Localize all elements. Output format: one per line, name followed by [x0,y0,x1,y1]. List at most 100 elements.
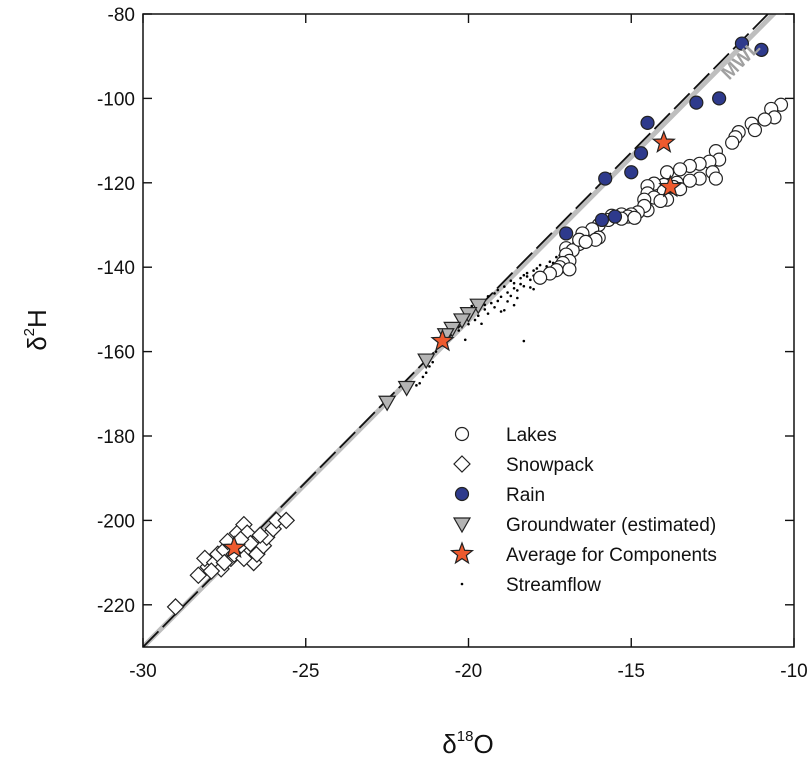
point-groundwater-estimated [378,395,397,412]
x-tick-label: -15 [618,661,645,682]
point-streamflow [509,294,513,298]
point-snowpack [189,566,208,585]
point-lakes [627,210,642,225]
point-streamflow [486,312,490,315]
point-groundwater-estimated [397,380,416,397]
legend: Lakes Snowpack Rain Groundwater (estimated)… [449,425,717,596]
point-streamflow [463,338,467,342]
point-streamflow [512,287,516,290]
point-streamflow [493,292,496,295]
point-average-for-components [222,535,247,559]
point-streamflow [470,304,474,308]
y-tick-label: -160 [97,343,135,364]
point-rain [594,212,610,228]
point-streamflow [538,263,542,267]
x-tick-label: -30 [129,661,156,682]
point-streamflow [522,284,526,288]
point-lakes [708,171,723,186]
legend-marker-groundwater-estimated [452,517,472,534]
point-streamflow [535,267,539,270]
point-lakes [562,262,577,277]
point-streamflow [486,295,490,298]
point-streamflow [529,278,532,282]
point-streamflow [415,384,418,387]
series-average-for-components [222,129,683,559]
point-streamflow [503,308,506,312]
legend-label-streamflow: Streamflow [506,575,601,596]
point-streamflow [431,360,434,364]
point-rain [712,91,727,106]
point-lakes [725,135,740,150]
point-streamflow [489,301,493,305]
legend-label-snowpack: Snowpack [506,455,594,476]
point-lakes [757,112,772,127]
point-streamflow [496,299,500,303]
point-groundwater-estimated [417,353,436,370]
point-streamflow [499,310,503,313]
point-snowpack [277,511,296,530]
point-streamflow [493,305,496,309]
legend-marker-streamflow [460,582,464,586]
y-tick-label: -100 [97,89,135,110]
y-tick-label: -180 [97,427,135,448]
point-streamflow [421,375,425,379]
point-streamflow [525,271,529,275]
series-groundwater-estimated [378,298,488,412]
series-snowpack [166,511,296,616]
point-streamflow [476,314,480,318]
data-series [166,36,789,616]
point-streamflow [503,285,506,288]
point-streamflow [424,371,428,375]
x-tick-label: -25 [292,661,319,682]
y-axis-label: δ2H [21,309,52,351]
legend-marker-lakes [454,426,470,442]
point-lakes [747,122,763,138]
point-rain [754,42,769,57]
x-tick-label: -10 [780,661,807,682]
legend-label-rain: Rain [506,485,545,506]
point-snowpack [215,553,234,572]
point-lakes [653,193,668,209]
point-streamflow [506,291,509,294]
y-tick-label: -220 [97,596,135,617]
point-snowpack [251,526,270,545]
point-streamflow [548,260,552,264]
legend-item-groundwater-estimated: Groundwater (estimated) [452,515,716,536]
point-streamflow [532,269,535,272]
point-snowpack [202,562,221,580]
point-streamflow [512,281,516,285]
y-tick-label: -80 [108,5,135,26]
point-streamflow [473,318,477,322]
legend-label-average-for-components: Average for Components [506,545,717,566]
axes: -30 -25 -20 -15 -10 -80 -100 -120 -140 -160 -180 -2… [97,5,808,682]
point-average-for-components [430,328,455,352]
point-streamflow [467,322,470,326]
point-lakes [533,270,548,285]
point-streamflow [532,287,535,291]
point-lakes [578,234,593,249]
point-streamflow [522,339,526,343]
point-rain [607,209,623,224]
point-streamflow [496,288,500,292]
legend-label-groundwater-estimated: Groundwater (estimated) [506,515,716,536]
point-rain [633,146,649,161]
point-streamflow [516,296,519,300]
point-groundwater-estimated [452,313,472,330]
point-rain [640,115,655,130]
point-streamflow [516,289,519,292]
series-rain [559,36,769,241]
point-average-for-components [658,174,683,198]
y-tick-label: -120 [97,174,135,195]
legend-marker-average-for-components [449,541,475,565]
point-streamflow [522,273,526,277]
legend-item-average-for-components: Average for Components [449,541,717,566]
point-rain [734,36,750,51]
point-streamflow [512,303,516,307]
point-groundwater-estimated [469,298,488,315]
legend-marker-snowpack [453,455,471,473]
point-streamflow [480,322,483,326]
point-streamflow [457,329,461,332]
point-snowpack [166,598,185,616]
point-streamflow [509,279,513,283]
